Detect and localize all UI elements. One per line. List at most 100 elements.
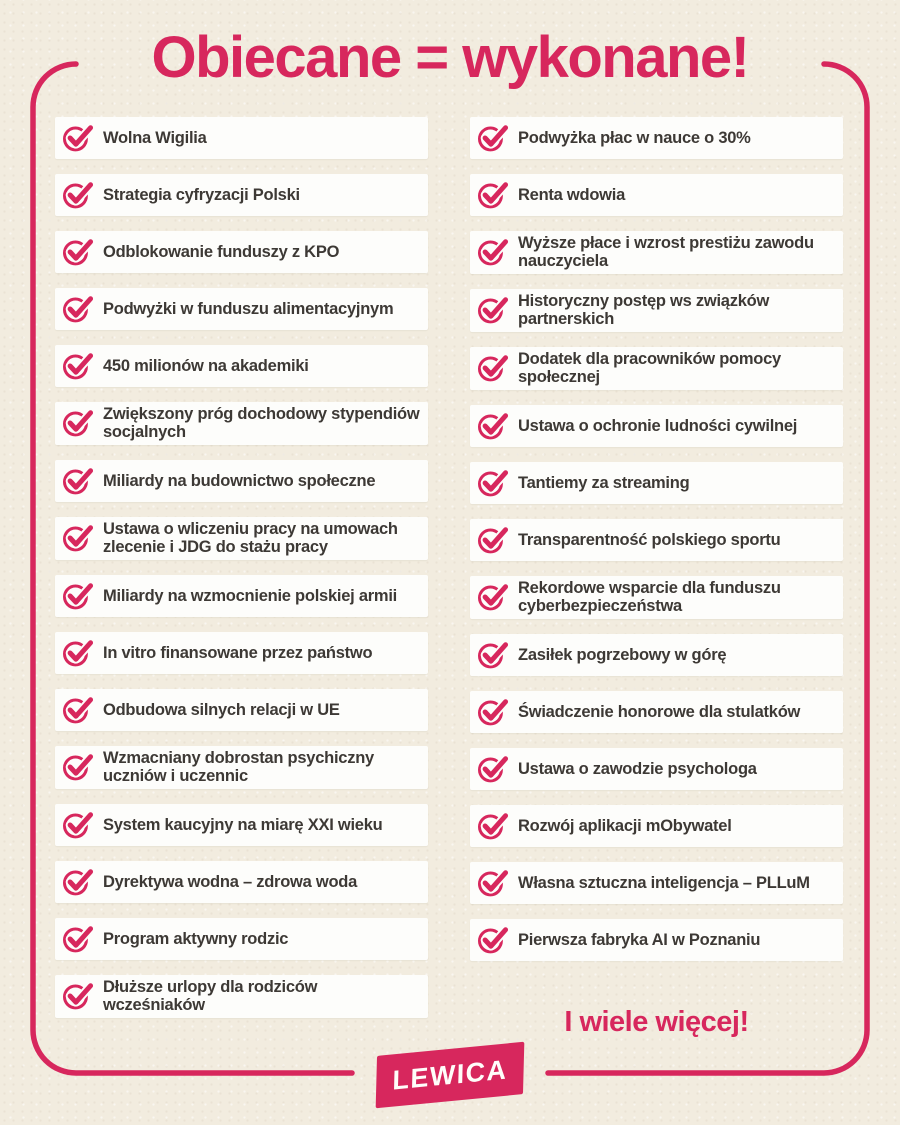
checklist-item: Odblokowanie funduszy z KPO bbox=[55, 231, 428, 273]
checklist-item-label: System kaucyjny na miarę XXI wieku bbox=[103, 815, 383, 834]
lewica-logo-badge: LEWICA bbox=[375, 1041, 525, 1109]
checklist-item: Tantiemy za streaming bbox=[470, 461, 843, 504]
checklist-item: Transparentność polskiego sportu bbox=[470, 518, 843, 561]
checklist-item-label: Dyrektywa wodna – zdrowa woda bbox=[103, 872, 358, 891]
check-circle-icon bbox=[63, 981, 95, 1010]
check-circle-icon bbox=[478, 640, 510, 669]
checklist-column-right: Podwyżka płac w nauce o 30% Renta wdowia… bbox=[470, 117, 843, 1039]
checklist-item: In vitro finansowane przez państwo bbox=[55, 631, 428, 674]
checklist-item-label: In vitro finansowane przez państwo bbox=[103, 643, 373, 662]
check-circle-icon bbox=[63, 581, 95, 610]
checklist-item: Zwiększony próg dochodowy stypendiów soc… bbox=[55, 402, 428, 445]
check-circle-icon bbox=[63, 523, 95, 552]
check-circle-icon bbox=[63, 237, 95, 266]
checklist-item-label: Dodatek dla pracowników pomocy społeczne… bbox=[518, 349, 781, 387]
checklist-item-label: Zasiłek pogrzebowy w górę bbox=[518, 645, 727, 664]
check-circle-icon bbox=[478, 295, 510, 324]
check-circle-icon bbox=[63, 294, 95, 323]
check-circle-icon bbox=[63, 810, 95, 839]
checklist-item-label: Odblokowanie funduszy z KPO bbox=[103, 242, 340, 261]
checklist-item: Ustawa o ochronie ludności cywilnej bbox=[470, 404, 843, 447]
check-circle-icon bbox=[478, 353, 510, 382]
checklist-item-label: Miliardy na wzmocnienie polskiej armii bbox=[103, 586, 398, 605]
check-circle-icon bbox=[63, 351, 95, 380]
check-circle-icon bbox=[478, 237, 510, 266]
check-circle-icon bbox=[478, 868, 510, 897]
checklist-item-label: Wzmacniany dobrostan psychiczny uczniów … bbox=[103, 748, 374, 786]
checklist-item-label: Świadczenie honorowe dla stulatków bbox=[518, 702, 801, 721]
checklist-item-label: Odbudowa silnych relacji w UE bbox=[103, 700, 340, 719]
checklist-item: Ustawa o wliczeniu pracy na umowach zlec… bbox=[55, 516, 428, 560]
checklist-item-label: Strategia cyfryzacji Polski bbox=[103, 185, 300, 204]
checklist-item: Dyrektywa wodna – zdrowa woda bbox=[55, 860, 428, 903]
check-circle-icon bbox=[63, 924, 95, 953]
check-circle-icon bbox=[63, 180, 95, 209]
checklist-item-label: Miliardy na budownictwo społeczne bbox=[103, 471, 376, 490]
checklist-item: Zasiłek pogrzebowy w górę bbox=[470, 633, 843, 676]
check-circle-icon bbox=[63, 867, 95, 896]
checklist-item-label: Dłuższe urlopy dla rodziców wcześniaków bbox=[103, 977, 318, 1015]
checklist-item: Podwyżki w funduszu alimentacyjnym bbox=[55, 288, 428, 330]
check-circle-icon bbox=[478, 468, 510, 497]
checklist-item: Świadczenie honorowe dla stulatków bbox=[470, 690, 843, 733]
checklist-item: Wzmacniany dobrostan psychiczny uczniów … bbox=[55, 745, 428, 789]
check-circle-icon bbox=[63, 123, 95, 152]
check-circle-icon bbox=[63, 408, 95, 437]
check-circle-icon bbox=[478, 697, 510, 726]
checklist-item: Historyczny postęp ws związków partnersk… bbox=[470, 288, 843, 332]
checklist-item-label: Ustawa o ochronie ludności cywilnej bbox=[518, 416, 798, 435]
checklist-item-label: Podwyżki w funduszu alimentacyjnym bbox=[103, 299, 394, 318]
more-note: I wiele więcej! bbox=[564, 1005, 749, 1038]
checklist-item: Ustawa o zawodzie psychologa bbox=[470, 747, 843, 790]
poster-title: Obiecane = wykonane! bbox=[151, 25, 750, 90]
checklist-item: Miliardy na budownictwo społeczne bbox=[55, 459, 428, 502]
checklist-item-label: Ustawa o zawodzie psychologa bbox=[518, 759, 757, 778]
checklist-item-label: Zwiększony próg dochodowy stypendiów soc… bbox=[103, 405, 420, 442]
checklist-item: 450 milionów na akademiki bbox=[55, 345, 428, 387]
checklist-item-label: Własna sztuczna inteligencja – PLLuM bbox=[518, 873, 810, 892]
checklist-item-label: Rekordowe wsparcie dla funduszu cyberbez… bbox=[518, 578, 781, 616]
checklist-item-label: Ustawa o wliczeniu pracy na umowach zlec… bbox=[103, 519, 398, 557]
checklist-item: Podwyżka płac w nauce o 30% bbox=[470, 117, 843, 159]
checklist-item-label: 450 milionów na akademiki bbox=[103, 356, 309, 375]
checklist-item-label: Pierwsza fabryka AI w Poznaniu bbox=[518, 930, 761, 949]
check-circle-icon bbox=[478, 180, 510, 209]
checklist-item-label: Renta wdowia bbox=[518, 185, 626, 204]
check-circle-icon bbox=[63, 695, 95, 724]
checklist-item-label: Program aktywny rodzic bbox=[103, 929, 289, 948]
checklist-item-label: Wolna Wigilia bbox=[103, 128, 207, 147]
check-circle-icon bbox=[478, 123, 510, 152]
checklist-item: Wolna Wigilia bbox=[55, 117, 428, 159]
checklist-columns: Wolna Wigilia Strategia cyfryzacji Polsk… bbox=[55, 117, 843, 1039]
check-circle-icon bbox=[63, 466, 95, 495]
checklist-item: Strategia cyfryzacji Polski bbox=[55, 174, 428, 216]
checklist-item-label: Historyczny postęp ws związków partnersk… bbox=[518, 291, 770, 329]
checklist-item: Program aktywny rodzic bbox=[55, 917, 428, 960]
checklist-item: Renta wdowia bbox=[470, 174, 843, 216]
checklist-item-label: Rozwój aplikacji mObywatel bbox=[518, 816, 732, 835]
checklist-item: Odbudowa silnych relacji w UE bbox=[55, 688, 428, 731]
checklist-item: Dodatek dla pracowników pomocy społeczne… bbox=[470, 346, 843, 390]
checklist-item: Rekordowe wsparcie dla funduszu cyberbez… bbox=[470, 575, 843, 619]
checklist-item: Wyższe płace i wzrost prestiżu zawodu na… bbox=[470, 231, 843, 274]
check-circle-icon bbox=[478, 811, 510, 840]
check-circle-icon bbox=[478, 754, 510, 783]
checklist-item-label: Wyższe płace i wzrost prestiżu zawodu na… bbox=[518, 234, 814, 271]
check-circle-icon bbox=[478, 582, 510, 611]
checklist-item-label: Podwyżka płac w nauce o 30% bbox=[518, 128, 751, 147]
check-circle-icon bbox=[63, 638, 95, 667]
checklist-item: Pierwsza fabryka AI w Poznaniu bbox=[470, 918, 843, 961]
checklist-item: Rozwój aplikacji mObywatel bbox=[470, 804, 843, 847]
check-circle-icon bbox=[63, 752, 95, 781]
lewica-logo-text: LEWICA bbox=[392, 1053, 508, 1096]
check-circle-icon bbox=[478, 525, 510, 554]
check-circle-icon bbox=[478, 925, 510, 954]
checklist-item-label: Tantiemy za streaming bbox=[518, 473, 690, 492]
checklist-item: Miliardy na wzmocnienie polskiej armii bbox=[55, 574, 428, 617]
checklist-item-label: Transparentność polskiego sportu bbox=[518, 530, 781, 549]
checklist-column-left: Wolna Wigilia Strategia cyfryzacji Polsk… bbox=[55, 117, 428, 1018]
checklist-item: System kaucyjny na miarę XXI wieku bbox=[55, 803, 428, 846]
check-circle-icon bbox=[478, 411, 510, 440]
checklist-item: Własna sztuczna inteligencja – PLLuM bbox=[470, 861, 843, 904]
